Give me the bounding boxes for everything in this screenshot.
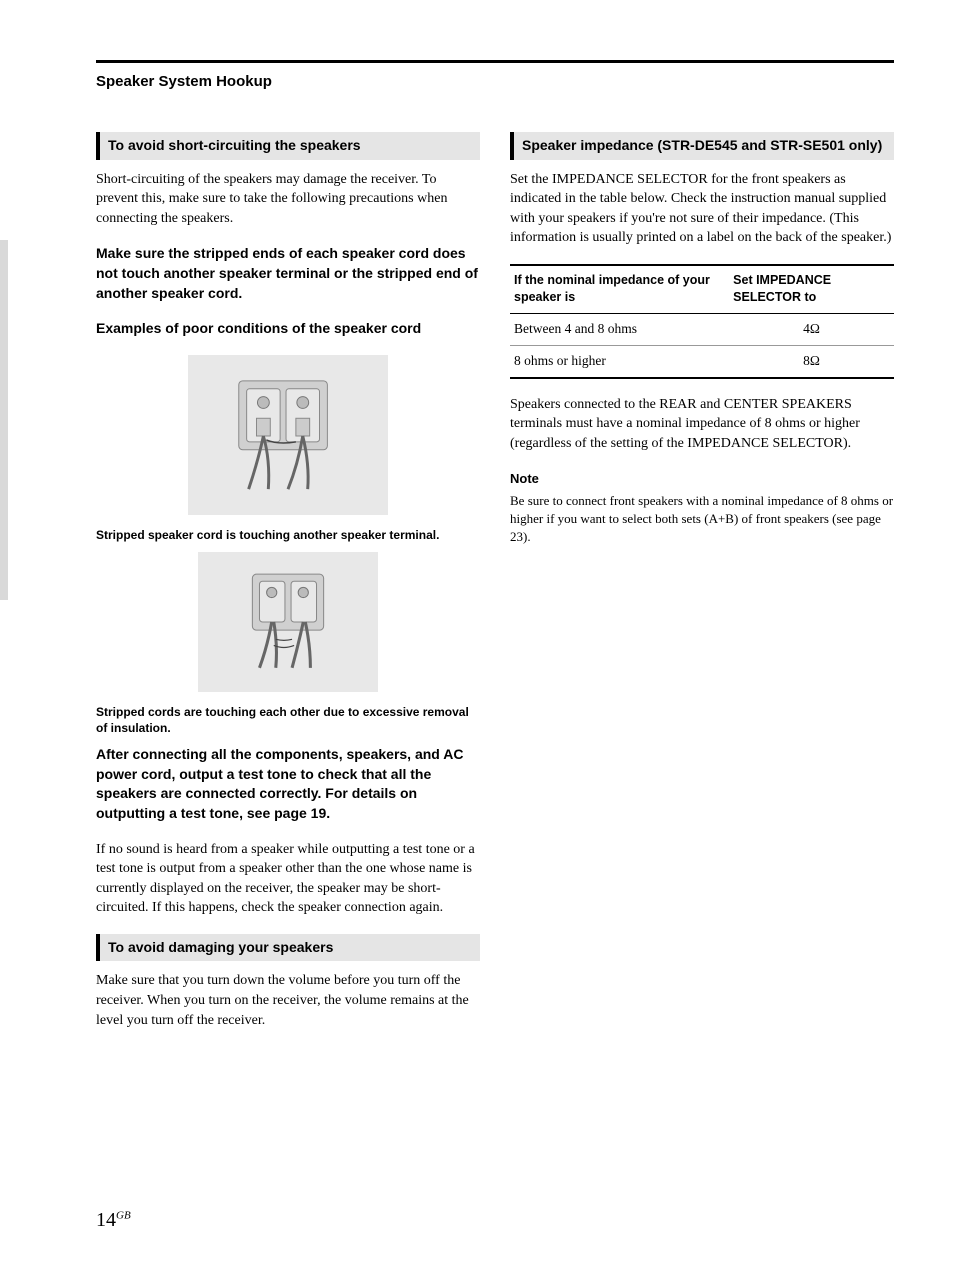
table-row: 8 ohms or higher 8Ω [510, 345, 894, 377]
page-number: 14GB [96, 1206, 131, 1234]
impedance-table: If the nominal impedance of your speaker… [510, 264, 894, 379]
cell-r1c1: 8Ω [729, 345, 894, 377]
terminal-illustration-1-icon [208, 371, 368, 499]
bold-test-tone: After connecting all the components, spe… [96, 745, 480, 823]
terminal-illustration-2-icon [216, 566, 360, 678]
col2-header: Set IMPEDANCE SELECTOR to [729, 265, 894, 314]
para-volume: Make sure that you turn down the volume … [96, 971, 480, 1030]
left-column: To avoid short-circuiting the speakers S… [96, 132, 480, 1046]
side-tab-text: Hooking Up and Setting Up the Speaker Sy… [0, 248, 2, 521]
subhead-avoid-damage: To avoid damaging your speakers [96, 934, 480, 962]
bold-stripped-warning: Make sure the stripped ends of each spea… [96, 244, 480, 303]
subhead-impedance: Speaker impedance (STR-DE545 and STR-SE5… [510, 132, 894, 160]
caption-1: Stripped speaker cord is touching anothe… [96, 527, 480, 544]
right-column: Speaker impedance (STR-DE545 and STR-SE5… [510, 132, 894, 1046]
page: Speaker System Hookup Hooking Up and Set… [0, 0, 954, 1274]
table-header-row: If the nominal impedance of your speaker… [510, 265, 894, 314]
cell-r0c0: Between 4 and 8 ohms [510, 313, 729, 345]
page-num-value: 14 [96, 1209, 116, 1231]
cell-r1c0: 8 ohms or higher [510, 345, 729, 377]
table-row: Between 4 and 8 ohms 4Ω [510, 313, 894, 345]
side-tab: Hooking Up and Setting Up the Speaker Sy… [0, 240, 8, 600]
bold-examples-heading: Examples of poor conditions of the speak… [96, 319, 480, 339]
para-impedance-intro: Set the IMPEDANCE SELECTOR for the front… [510, 170, 894, 248]
para-rear-center: Speakers connected to the REAR and CENTE… [510, 395, 894, 454]
illustration-2 [198, 552, 378, 692]
content-columns: To avoid short-circuiting the speakers S… [96, 132, 894, 1046]
subhead-short-circuit: To avoid short-circuiting the speakers [96, 132, 480, 160]
page-suffix: GB [116, 1209, 131, 1221]
cell-r0c1: 4Ω [729, 313, 894, 345]
para-intro: Short-circuiting of the speakers may dam… [96, 170, 480, 229]
col1-header: If the nominal impedance of your speaker… [510, 265, 729, 314]
illustration-1 [188, 355, 388, 515]
note-text: Be sure to connect front speakers with a… [510, 492, 894, 547]
note-label: Note [510, 470, 894, 488]
para-no-sound: If no sound is heard from a speaker whil… [96, 840, 480, 918]
section-header: Speaker System Hookup [96, 71, 894, 92]
top-rule [96, 60, 894, 63]
caption-2: Stripped cords are touching each other d… [96, 704, 480, 738]
